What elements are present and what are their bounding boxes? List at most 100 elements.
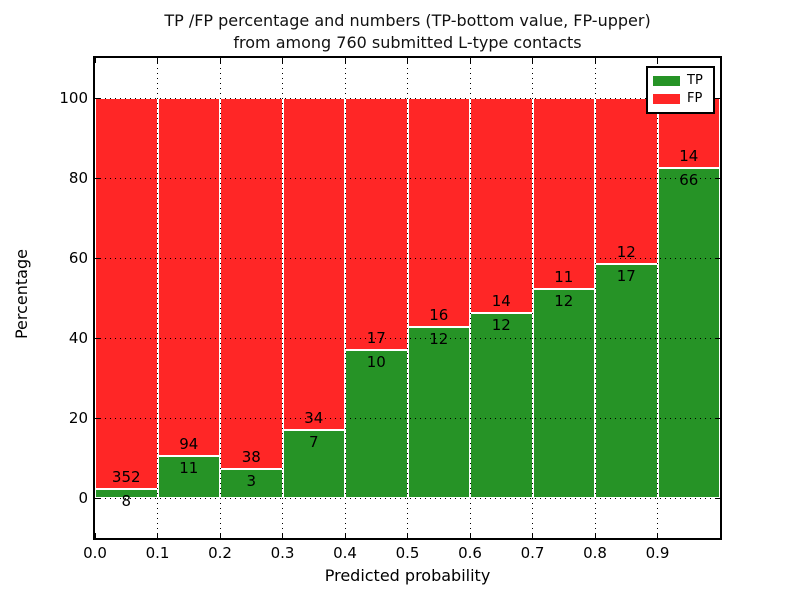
- legend-item-fp: FP: [653, 92, 708, 106]
- x-axis-tick-top: [282, 58, 283, 63]
- fp-swatch-icon: [653, 94, 680, 104]
- y-axis-label: Percentage: [12, 249, 31, 340]
- x-tick-label: 0.2: [208, 544, 232, 562]
- x-axis-label: Predicted probability: [324, 566, 491, 585]
- y-axis-tick: [95, 177, 100, 179]
- x-axis-tick-top: [532, 58, 533, 63]
- x-axis-tick: [219, 533, 221, 538]
- x-tick-label: 0.9: [645, 544, 670, 562]
- x-axis-tick-top: [344, 58, 346, 63]
- bar-fp-segment: [220, 98, 283, 469]
- bar-fp-count-label: 16: [429, 305, 449, 324]
- y-tick-label: 0: [78, 489, 88, 507]
- y-axis-tick-right: [715, 337, 720, 339]
- gridline-vertical: [219, 58, 221, 538]
- x-axis-tick: [594, 533, 596, 538]
- legend-item-tp: TP: [653, 74, 708, 88]
- y-axis-tick-right: [715, 97, 720, 99]
- bar-fp-segment: [407, 98, 470, 327]
- bar-tp-count-label: 12: [429, 329, 449, 348]
- y-axis-tick-right: [715, 257, 720, 259]
- bar-fp-count-label: 14: [491, 292, 511, 311]
- gridline-vertical: [407, 58, 408, 538]
- y-tick-label: 60: [68, 249, 88, 267]
- y-axis-tick: [95, 97, 100, 99]
- y-axis-tick-right: [715, 417, 720, 419]
- x-axis-tick: [657, 533, 658, 538]
- gridline-vertical: [532, 58, 533, 538]
- x-axis-tick-top: [95, 58, 96, 63]
- bar-tp-count-label: 3: [246, 471, 257, 490]
- bar-tp-segment: [345, 349, 408, 498]
- gridline-vertical: [344, 58, 346, 538]
- y-tick-label: 20: [68, 409, 88, 427]
- x-axis-tick: [95, 533, 96, 538]
- bar-fp-segment: [282, 98, 345, 430]
- bar-fp-segment: [595, 98, 658, 264]
- bar-tp-count-label: 8: [121, 492, 132, 511]
- bar-tp-count-label: 66: [679, 171, 699, 189]
- bar-tp-segment: [657, 168, 720, 498]
- y-axis-tick-right: [715, 177, 720, 179]
- x-tick-label: 0.4: [333, 544, 357, 562]
- x-axis-tick: [532, 533, 533, 538]
- chart-title: TP /FP percentage and numbers (TP-bottom…: [95, 10, 720, 54]
- bar-fp-segment: [470, 98, 533, 314]
- gridline-vertical: [157, 58, 158, 538]
- x-axis-tick: [157, 533, 158, 538]
- x-tick-label: 0.5: [395, 544, 420, 562]
- bar-fp-segment: [95, 98, 158, 490]
- bar-tp-count-label: 12: [491, 316, 511, 335]
- tp-swatch-icon: [653, 76, 680, 86]
- chart-title-line-1: TP /FP percentage and numbers (TP-bottom…: [164, 11, 651, 30]
- x-tick-label: 0.8: [583, 544, 607, 562]
- plot-area: 352 8 94 11 38 3 34 7 17 10 16 12 14 12 11 12 12 17 14 66: [95, 58, 720, 538]
- x-tick-label: 0.6: [458, 544, 482, 562]
- bar-tp-count-label: 10: [366, 352, 386, 371]
- y-axis-tick: [95, 497, 100, 499]
- bar-fp-segment: [345, 98, 408, 350]
- bar-tp-count-label: 11: [179, 459, 199, 478]
- bar-fp-count-label: 34: [304, 408, 324, 427]
- bar-fp-count-label: 94: [179, 435, 199, 454]
- y-tick-label: 40: [68, 329, 88, 347]
- x-tick-label: 0.7: [520, 544, 545, 562]
- bar-fp-count-label: 352: [111, 468, 141, 487]
- gridline-vertical: [594, 58, 596, 538]
- bar-fp-count-label: 38: [241, 447, 261, 466]
- bar-fp-count-label: 17: [366, 328, 386, 347]
- x-axis-tick-top: [469, 58, 471, 63]
- x-tick-label: 0.3: [270, 544, 295, 562]
- bar-fp-count-label: 11: [554, 268, 574, 287]
- gridline-vertical: [282, 58, 283, 538]
- bar-tp-segment: [532, 289, 595, 498]
- bar-fp-segment: [532, 98, 595, 290]
- x-axis-tick: [469, 533, 471, 538]
- x-axis-tick: [344, 533, 346, 538]
- bar-fp-segment: [157, 98, 220, 457]
- x-tick-label: 0.0: [83, 544, 107, 562]
- y-axis-tick: [95, 257, 100, 259]
- chart-title-line-2: from among 760 submitted L-type contacts: [233, 33, 582, 52]
- gridline-vertical: [657, 58, 658, 538]
- legend-label-tp: TP: [687, 73, 703, 88]
- legend-label-fp: FP: [687, 91, 703, 106]
- y-tick-label: 100: [59, 89, 88, 107]
- x-axis-tick-top: [407, 58, 408, 63]
- x-axis-tick-top: [157, 58, 158, 63]
- x-axis-tick-top: [657, 58, 658, 63]
- bar-tp-segment: [407, 326, 470, 498]
- gridline-vertical: [469, 58, 471, 538]
- x-axis-tick: [282, 533, 283, 538]
- bar-fp-count-label: 14: [679, 147, 699, 165]
- y-axis-tick: [95, 417, 100, 419]
- bar-tp-count-label: 7: [308, 432, 319, 451]
- y-tick-label: 80: [68, 169, 88, 187]
- y-axis-tick: [95, 337, 100, 339]
- x-axis-tick-top: [219, 58, 221, 63]
- y-axis-tick-right: [715, 497, 720, 499]
- x-axis-tick: [407, 533, 408, 538]
- x-axis-tick-top: [594, 58, 596, 63]
- bar-fp-count-label: 12: [616, 242, 636, 261]
